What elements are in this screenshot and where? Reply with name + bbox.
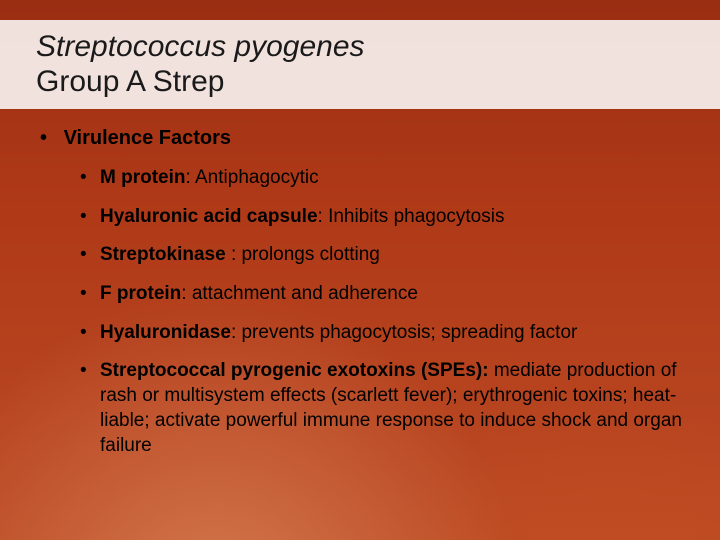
list-item: • Hyaluronic acid capsule: Inhibits phag…: [80, 205, 684, 230]
list-item: • F protein: attachment and adherence: [80, 282, 684, 307]
bullet-icon: •: [80, 359, 100, 458]
title-line-2: Group A Strep: [36, 65, 696, 100]
list-item: • M protein: Antiphagocytic: [80, 166, 684, 191]
heading-bullet: • Virulence Factors: [40, 127, 684, 150]
title-line-1: Streptococcus pyogenes: [36, 30, 696, 65]
bullet-icon: •: [80, 243, 100, 268]
bullet-icon: •: [80, 282, 100, 307]
list-item: • Streptococcal pyrogenic exotoxins (SPE…: [80, 359, 684, 458]
list-item-text: M protein: Antiphagocytic: [100, 166, 684, 191]
list-item-text: Streptococcal pyrogenic exotoxins (SPEs)…: [100, 359, 684, 458]
bullet-icon: •: [80, 205, 100, 230]
bullet-icon: •: [80, 166, 100, 191]
list-item-text: Hyaluronic acid capsule: Inhibits phagoc…: [100, 205, 684, 230]
list-item-text: F protein: attachment and adherence: [100, 282, 684, 307]
content-area: • Virulence Factors • M protein: Antipha…: [0, 127, 720, 458]
slide: Streptococcus pyogenes Group A Strep • V…: [0, 0, 720, 540]
bullet-icon: •: [40, 127, 58, 150]
list-item-text: Hyaluronidase: prevents phagocytosis; sp…: [100, 321, 684, 346]
heading-text: Virulence Factors: [64, 127, 231, 149]
bullet-list: • M protein: Antiphagocytic • Hyaluronic…: [40, 166, 684, 458]
title-block: Streptococcus pyogenes Group A Strep: [0, 20, 720, 109]
bullet-icon: •: [80, 321, 100, 346]
list-item: • Streptokinase : prolongs clotting: [80, 243, 684, 268]
list-item: • Hyaluronidase: prevents phagocytosis; …: [80, 321, 684, 346]
list-item-text: Streptokinase : prolongs clotting: [100, 243, 684, 268]
